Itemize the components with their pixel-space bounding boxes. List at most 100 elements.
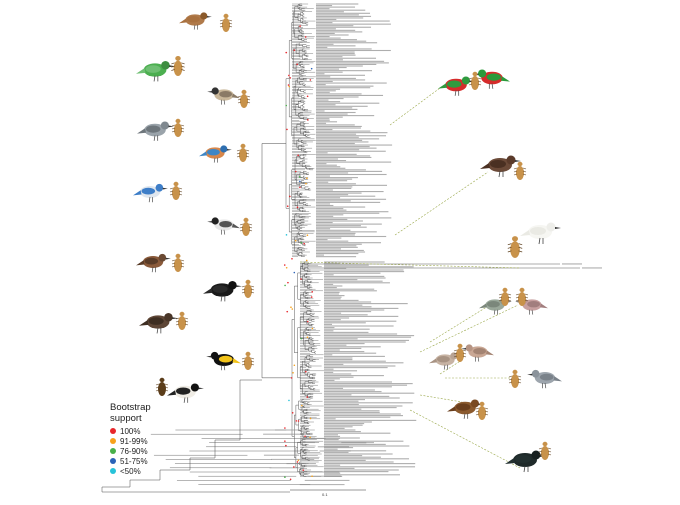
louse-abdomen: [516, 166, 524, 180]
louse-leg: [239, 223, 244, 226]
tip-label: [316, 138, 380, 140]
tip-label: [316, 37, 341, 39]
louse-head: [245, 279, 251, 285]
support-dot: [305, 259, 308, 262]
tip-label: [316, 59, 343, 61]
tip-label: [324, 459, 366, 461]
tip-label: [324, 403, 359, 405]
bird-tail: [232, 358, 241, 364]
bird-leg: [156, 327, 159, 334]
tip-label: [316, 121, 338, 123]
support-dot: [290, 306, 292, 309]
tip-label: [316, 155, 371, 157]
tip-label: [316, 20, 390, 22]
tip-label: [316, 18, 337, 21]
support-dot: [311, 291, 314, 293]
tip-label: [316, 187, 352, 189]
bird-tail: [139, 320, 149, 326]
tip-label: [324, 272, 381, 274]
bird-wing: [212, 285, 228, 293]
scale-bar-label: 0.1: [322, 492, 328, 497]
louse-icon: [241, 279, 255, 298]
support-dot: [291, 411, 294, 414]
tip-label: [324, 275, 385, 277]
tip-label: [316, 116, 343, 118]
tip-label: [324, 335, 415, 337]
tip-label: [324, 279, 358, 281]
tip-label: [269, 467, 305, 469]
tip-label: [263, 454, 300, 456]
bird-wing: [219, 91, 232, 98]
tip-label: [324, 450, 387, 452]
louse-leg: [477, 83, 482, 86]
bird-tail: [179, 18, 187, 24]
louse-leg: [508, 378, 513, 381]
tip-label: [316, 223, 382, 225]
bird-tail: [479, 303, 487, 309]
tip-label: [316, 133, 357, 135]
tip-label: [316, 218, 348, 220]
tip-label: [316, 14, 359, 16]
tip-label: [324, 389, 375, 391]
support-dot: [311, 475, 313, 477]
tip-label: [316, 11, 344, 13]
support-dot: [286, 205, 289, 208]
louse-abdomen: [510, 241, 520, 258]
dove-icon: [527, 369, 562, 389]
tip-label: [316, 181, 329, 183]
tip-label: [316, 178, 353, 180]
support-dot: [295, 420, 298, 422]
tip-label: [324, 474, 400, 476]
support-dot: [291, 257, 293, 260]
tip-label: [304, 479, 350, 481]
tip-label: [316, 48, 372, 50]
tip-label: [316, 76, 331, 78]
louse-head: [519, 287, 525, 293]
louse-head: [173, 181, 179, 187]
louse-leg: [508, 375, 513, 378]
tip-label: [316, 62, 389, 64]
louse-leg: [237, 95, 242, 98]
louse-icon: [155, 377, 169, 396]
bird-leg: [223, 99, 226, 105]
louse-icon: [171, 118, 185, 137]
support-dot: [294, 239, 297, 242]
bird-head: [531, 369, 540, 378]
tip-label: [316, 147, 377, 149]
tip-label: [316, 166, 341, 168]
support-dot: [289, 77, 292, 79]
support-dot: [297, 420, 300, 422]
bird-head: [450, 352, 458, 360]
tip-label: [324, 365, 396, 367]
tip-label: [316, 56, 343, 58]
louse-leg: [180, 259, 185, 262]
louse-abdomen: [478, 406, 486, 420]
bulbul-icon: [207, 87, 240, 105]
shrike-icon: [137, 121, 174, 141]
tip-label: [324, 363, 344, 365]
louse-leg: [171, 62, 175, 65]
support-dot: [289, 195, 291, 198]
louse-icon: [171, 55, 185, 76]
louse-leg: [175, 317, 180, 320]
louse-abdomen: [471, 76, 479, 90]
support-dot: [306, 177, 308, 179]
tip-label: [324, 306, 372, 308]
tip-label: [324, 471, 389, 473]
bird-wing: [144, 257, 159, 265]
tip-label: [316, 212, 380, 214]
louse-leg: [513, 170, 518, 173]
support-dot: [306, 320, 309, 323]
louse-icon: [515, 287, 529, 306]
tip-label: [324, 322, 366, 324]
louse-icon: [508, 369, 522, 388]
legend-label: 100%: [120, 426, 141, 436]
tip-label: [316, 211, 389, 213]
tip-label: [316, 90, 336, 92]
bird-wing: [437, 356, 450, 363]
louse-leg: [547, 447, 552, 450]
tip-label: [316, 101, 341, 103]
louse-leg: [184, 323, 189, 326]
tip-label: [316, 254, 325, 256]
tip-label: [324, 346, 381, 348]
